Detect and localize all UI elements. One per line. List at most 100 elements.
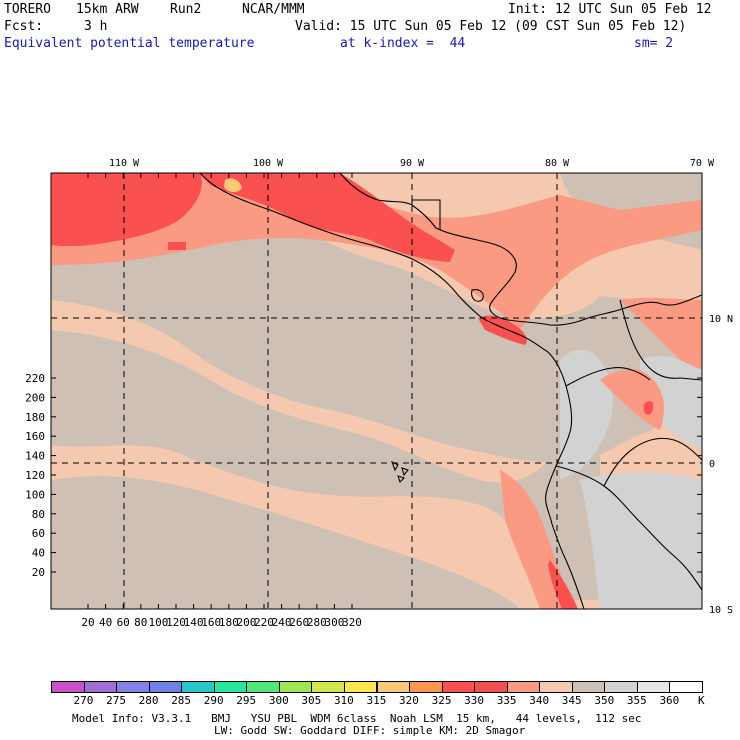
border-line bbox=[603, 437, 703, 487]
coastline-south-america bbox=[545, 351, 585, 610]
y-tick-label: 20 bbox=[32, 566, 45, 579]
field-cool-region bbox=[51, 214, 702, 463]
model-resolution: 15km ARW bbox=[76, 2, 139, 17]
colorbar-swatch bbox=[409, 681, 443, 693]
field-cool-region bbox=[51, 330, 600, 600]
x-tick-label: 260 bbox=[289, 616, 309, 629]
longitude-label: 100 W bbox=[253, 158, 284, 169]
colorbar-label: 355 bbox=[626, 694, 647, 707]
coastline-mexico-pacific bbox=[199, 172, 549, 353]
field-warm-region bbox=[51, 173, 702, 330]
colorbar-label: 305 bbox=[301, 694, 322, 707]
colorbar-swatch bbox=[311, 681, 345, 693]
longitude-label: 70 W bbox=[690, 158, 715, 169]
colorbar-label: 295 bbox=[236, 694, 257, 707]
run-label: Run2 bbox=[170, 2, 202, 17]
x-tick-label: 80 bbox=[134, 616, 147, 629]
colorbar-label: 330 bbox=[464, 694, 485, 707]
colorbar-swatch bbox=[83, 681, 118, 693]
x-tick-label: 180 bbox=[219, 616, 239, 629]
colorbar-swatch bbox=[506, 681, 541, 693]
field-hot-region bbox=[548, 560, 578, 609]
field-coolest-region bbox=[580, 472, 702, 609]
lake-nicaragua bbox=[471, 289, 484, 302]
graticule bbox=[51, 173, 702, 609]
latitude-label: 10 N bbox=[709, 314, 733, 325]
field-hot-region bbox=[200, 173, 455, 262]
field-cool-region bbox=[51, 476, 520, 609]
colorbar-label: 310 bbox=[333, 694, 354, 707]
longitude-label: 90 W bbox=[400, 158, 425, 169]
smoothing-value: sm= 2 bbox=[634, 36, 674, 51]
x-tick-label: 240 bbox=[272, 616, 292, 629]
coastline-yucatan bbox=[411, 199, 441, 230]
colorbar-label: 270 bbox=[73, 694, 94, 707]
colorbar-swatch bbox=[669, 681, 703, 693]
colorbar-unit: K bbox=[698, 694, 705, 707]
field-name: Equivalent potential temperature bbox=[4, 36, 255, 51]
model-name: TORERO bbox=[4, 2, 51, 17]
y-tick-label: 80 bbox=[32, 508, 45, 521]
level-index: at k-index = 44 bbox=[340, 36, 466, 51]
y-tick-label: 140 bbox=[25, 450, 45, 463]
map-field bbox=[51, 173, 702, 609]
coastline-caribbean bbox=[435, 227, 703, 326]
colorbar-label: 315 bbox=[366, 694, 387, 707]
colorbar-label: 290 bbox=[203, 694, 224, 707]
colorbar-label: 280 bbox=[138, 694, 159, 707]
colorbar-swatch bbox=[116, 681, 150, 693]
map-frame bbox=[50, 172, 703, 610]
colorbar-swatch bbox=[636, 681, 671, 693]
field-hot-region bbox=[643, 401, 654, 415]
colorbar-label: 360 bbox=[659, 694, 680, 707]
y-tick-label: 200 bbox=[25, 391, 45, 404]
y-tick-label: 220 bbox=[25, 372, 45, 385]
forecast-hour: 3 h bbox=[84, 19, 108, 34]
border-line bbox=[565, 367, 651, 387]
colorbar-label: 345 bbox=[561, 694, 582, 707]
colorbar-swatch bbox=[539, 681, 573, 693]
field-hot-region bbox=[51, 173, 202, 247]
coastlines bbox=[199, 172, 703, 610]
x-tick-label: 280 bbox=[307, 616, 327, 629]
colorbar-swatch bbox=[278, 681, 313, 693]
y-tick-label: 180 bbox=[25, 411, 45, 424]
x-tick-label: 220 bbox=[254, 616, 274, 629]
colorbar-swatch bbox=[148, 681, 183, 693]
field-warm-region bbox=[600, 369, 664, 430]
colorbar-swatch bbox=[343, 681, 378, 693]
field-peak-spot bbox=[224, 178, 242, 193]
colorbar-swatch bbox=[181, 681, 215, 693]
border-line bbox=[555, 465, 703, 591]
colorbar-label: 320 bbox=[399, 694, 419, 707]
x-tick-label: 160 bbox=[201, 616, 221, 629]
x-tick-label: 120 bbox=[166, 616, 186, 629]
y-tick-label: 100 bbox=[25, 488, 45, 501]
longitude-labels: 110 W 100 W 90 W 80 W 70 W bbox=[109, 158, 715, 169]
y-tick-label: 120 bbox=[25, 469, 45, 482]
x-tick-label: 40 bbox=[99, 616, 112, 629]
colorbar-swatch bbox=[246, 681, 280, 693]
field-hot-region bbox=[168, 242, 186, 250]
x-tick-label: 200 bbox=[236, 616, 256, 629]
forecast-label: Fcst: bbox=[4, 19, 44, 34]
colorbar-label: 340 bbox=[529, 694, 550, 707]
colorbar-swatch bbox=[604, 681, 638, 693]
y-tick-label: 60 bbox=[32, 527, 45, 540]
x-tick-label: 140 bbox=[184, 616, 204, 629]
coastline-gulf bbox=[339, 172, 437, 229]
valid-time: Valid: 15 UTC Sun 05 Feb 12 (09 CST Sun … bbox=[295, 19, 687, 34]
y-tick-label: 160 bbox=[25, 430, 45, 443]
border-line bbox=[619, 299, 703, 381]
field-coolest-region bbox=[640, 355, 702, 450]
colorbar-swatch bbox=[51, 681, 85, 693]
model-info: Model Info: V3.3.1 BMJ YSU PBL WDM 6clas… bbox=[72, 712, 642, 725]
x-tick-label: 100 bbox=[148, 616, 168, 629]
latitude-label: 0 bbox=[709, 459, 715, 470]
colorbar-label: 325 bbox=[431, 694, 452, 707]
colorbar-label: 335 bbox=[496, 694, 517, 707]
colorbar-label: 285 bbox=[171, 694, 192, 707]
x-tick-label: 60 bbox=[117, 616, 130, 629]
colorbar-swatch bbox=[376, 681, 411, 693]
